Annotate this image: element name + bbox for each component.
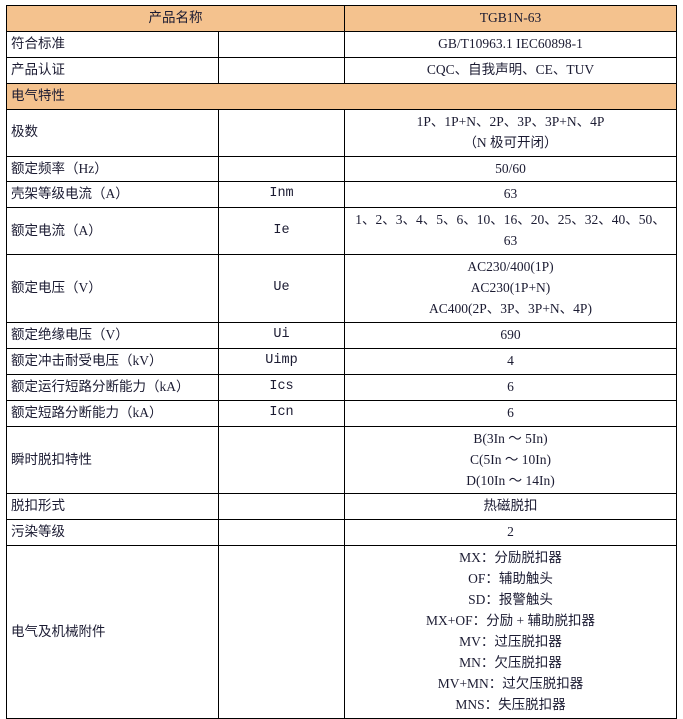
row-label: 符合标准 bbox=[6, 30, 219, 58]
row-symbol: Ie bbox=[218, 207, 345, 256]
row-label: 壳架等级电流（A） bbox=[6, 181, 219, 209]
row-symbol bbox=[218, 545, 345, 719]
table-row-instantaneous-trip: 瞬时脱扣特性 B(3In ～ 5In) C(5In ～ 10In) D(10In… bbox=[6, 425, 677, 495]
row-value: 热磁脱扣 bbox=[344, 493, 677, 521]
row-value-line: SD：报警触头 bbox=[468, 592, 553, 608]
table-row-service-breaking-capacity: 额定运行短路分断能力（kA） Ics 6 bbox=[6, 373, 677, 401]
row-symbol bbox=[218, 108, 345, 157]
table-body: 产品名称 TGB1N-63 符合标准 GB/T10963.1 IEC60898-… bbox=[6, 5, 677, 719]
header-product-model: TGB1N-63 bbox=[344, 5, 677, 32]
row-value-line: MV+MN：过欠压脱扣器 bbox=[437, 675, 584, 691]
table-header-row: 产品名称 TGB1N-63 bbox=[6, 5, 677, 32]
row-value-line: 1P、1P+N、2P、3P、3P+N、4P bbox=[416, 113, 605, 129]
row-value-line: C(5In ～ 10In) bbox=[470, 451, 551, 467]
row-value-line: MN：欠压脱扣器 bbox=[459, 654, 562, 670]
row-value-line: （N 极可开闭） bbox=[463, 134, 558, 150]
row-value-line: D(10In ～ 14In) bbox=[466, 472, 555, 488]
row-value: 6 bbox=[344, 399, 677, 427]
row-value: MX：分励脱扣器 OF：辅助触头 SD：报警触头 MX+OF：分励 + 辅助脱扣… bbox=[344, 545, 677, 719]
row-value: 6 bbox=[344, 373, 677, 401]
row-label: 瞬时脱扣特性 bbox=[6, 425, 219, 495]
row-label: 额定短路分断能力（kA） bbox=[6, 399, 219, 427]
section-title: 电气特性 bbox=[6, 82, 677, 110]
table-row-accessories: 电气及机械附件 MX：分励脱扣器 OF：辅助触头 SD：报警触头 MX+OF：分… bbox=[6, 545, 677, 719]
table-row-insulation-voltage: 额定绝缘电压（V） Ui 690 bbox=[6, 321, 677, 349]
row-symbol: Ui bbox=[218, 321, 345, 349]
row-label: 脱扣形式 bbox=[6, 493, 219, 521]
table-row-breaking-capacity: 额定短路分断能力（kA） Icn 6 bbox=[6, 399, 677, 427]
row-label: 产品认证 bbox=[6, 56, 219, 84]
row-value: AC230/400(1P) AC230(1P+N) AC400(2P、3P、3P… bbox=[344, 254, 677, 323]
table-row-impulse-voltage: 额定冲击耐受电压（kV） Uimp 4 bbox=[6, 347, 677, 375]
section-header-electrical: 电气特性 bbox=[6, 82, 677, 110]
row-symbol: Inm bbox=[218, 181, 345, 209]
row-symbol bbox=[218, 30, 345, 58]
row-value: CQC、自我声明、CE、TUV bbox=[344, 56, 677, 84]
row-label: 额定电流（A） bbox=[6, 207, 219, 256]
row-value: 4 bbox=[344, 347, 677, 375]
row-value: GB/T10963.1 IEC60898-1 bbox=[344, 30, 677, 58]
table-row-frame-current: 壳架等级电流（A） Inm 63 bbox=[6, 181, 677, 209]
row-value-line: MX：分励脱扣器 bbox=[459, 550, 562, 566]
row-symbol: Icn bbox=[218, 399, 345, 427]
row-label: 额定运行短路分断能力（kA） bbox=[6, 373, 219, 401]
row-value-line: MX+OF：分励 + 辅助脱扣器 bbox=[426, 613, 595, 629]
row-label: 额定绝缘电压（V） bbox=[6, 321, 219, 349]
table-row-standard: 符合标准 GB/T10963.1 IEC60898-1 bbox=[6, 30, 677, 58]
row-value: B(3In ～ 5In) C(5In ～ 10In) D(10In ～ 14In… bbox=[344, 425, 677, 495]
row-value: 690 bbox=[344, 321, 677, 349]
row-value: 50/60 bbox=[344, 155, 677, 183]
row-value: 2 bbox=[344, 519, 677, 547]
row-value: 1P、1P+N、2P、3P、3P+N、4P （N 极可开闭） bbox=[344, 108, 677, 157]
table-row-rated-voltage: 额定电压（V） Ue AC230/400(1P) AC230(1P+N) AC4… bbox=[6, 254, 677, 323]
product-specification-table: 产品名称 TGB1N-63 符合标准 GB/T10963.1 IEC60898-… bbox=[6, 5, 677, 719]
row-value-line: MV：过压脱扣器 bbox=[459, 633, 562, 649]
row-label: 额定冲击耐受电压（kV） bbox=[6, 347, 219, 375]
row-value-line: AC400(2P、3P、3P+N、4P) bbox=[429, 301, 592, 317]
row-label: 额定电压（V） bbox=[6, 254, 219, 323]
table-row-certification: 产品认证 CQC、自我声明、CE、TUV bbox=[6, 56, 677, 84]
row-symbol: Uimp bbox=[218, 347, 345, 375]
row-symbol bbox=[218, 425, 345, 495]
row-symbol bbox=[218, 56, 345, 84]
row-label: 电气及机械附件 bbox=[6, 545, 219, 719]
table-row-rated-current: 额定电流（A） Ie 1、2、3、4、5、6、10、16、20、25、32、40… bbox=[6, 207, 677, 256]
row-label: 额定频率（Hz） bbox=[6, 155, 219, 183]
row-value-line: MNS：失压脱扣器 bbox=[455, 696, 566, 712]
row-label: 污染等级 bbox=[6, 519, 219, 547]
row-value-line: AC230(1P+N) bbox=[470, 280, 551, 296]
table-row-frequency: 额定频率（Hz） 50/60 bbox=[6, 155, 677, 183]
row-symbol bbox=[218, 493, 345, 521]
row-value: 63 bbox=[344, 181, 677, 209]
row-symbol bbox=[218, 155, 345, 183]
row-symbol bbox=[218, 519, 345, 547]
row-value-line: OF：辅助触头 bbox=[468, 571, 553, 587]
row-symbol: Ics bbox=[218, 373, 345, 401]
row-value-line: B(3In ～ 5In) bbox=[473, 430, 548, 446]
row-value: 1、2、3、4、5、6、10、16、20、25、32、40、50、63 bbox=[344, 207, 677, 256]
row-label: 极数 bbox=[6, 108, 219, 157]
table-row-poles: 极数 1P、1P+N、2P、3P、3P+N、4P （N 极可开闭） bbox=[6, 108, 677, 157]
table-row-trip-type: 脱扣形式 热磁脱扣 bbox=[6, 493, 677, 521]
table-row-pollution-degree: 污染等级 2 bbox=[6, 519, 677, 547]
row-symbol: Ue bbox=[218, 254, 345, 323]
row-value-line: AC230/400(1P) bbox=[467, 259, 554, 275]
header-product-name: 产品名称 bbox=[6, 5, 345, 32]
